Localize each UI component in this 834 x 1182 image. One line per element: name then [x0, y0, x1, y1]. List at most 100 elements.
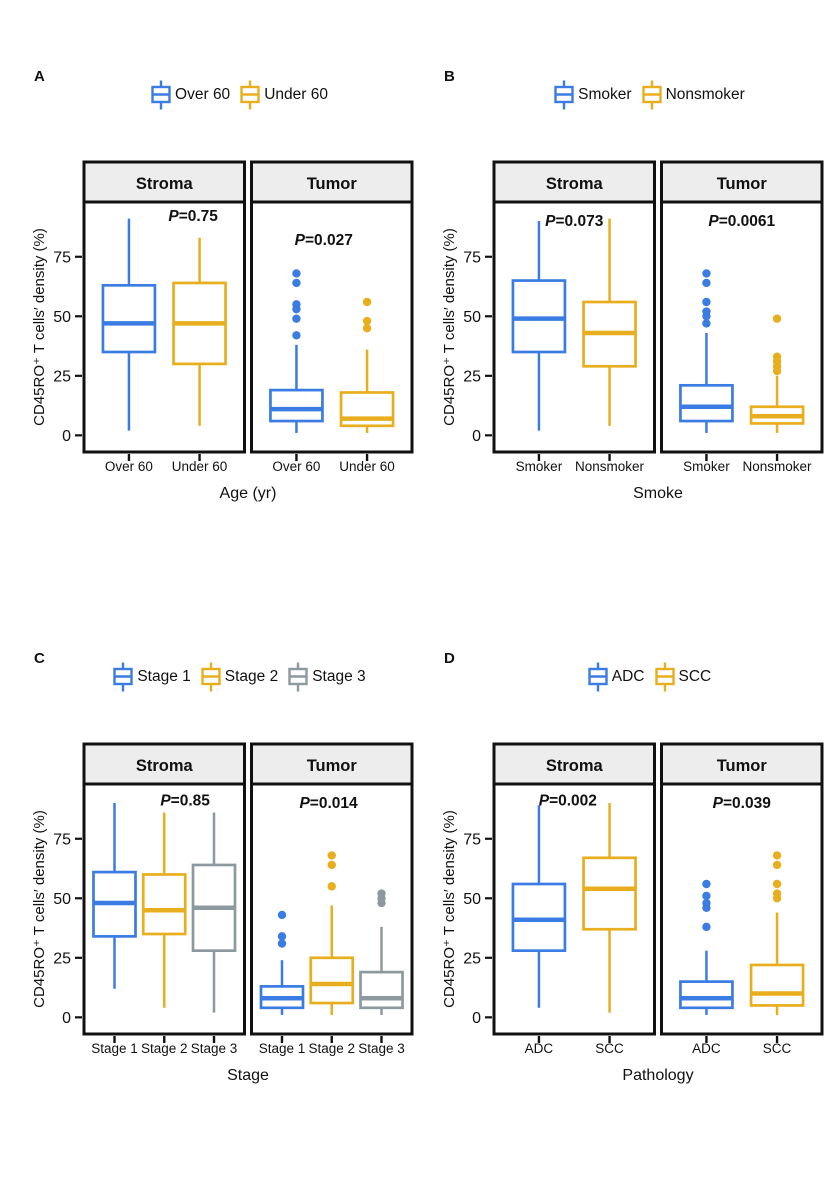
boxplot-smoker — [511, 221, 567, 431]
boxplot-nonsmoker — [582, 218, 637, 426]
legend: ADC SCC — [484, 662, 814, 692]
boxplot-chart: CD45RO⁺ T cells′ density (%) 0 25 50 75 Strom… — [441, 160, 824, 502]
boxplot-under-60 — [172, 237, 227, 426]
x-axis-title: Age (yr) — [220, 485, 277, 502]
legend-label: Smoker — [578, 86, 632, 103]
x-tick-label: Stage 3 — [358, 1041, 405, 1056]
legend-item: Over 60 — [150, 80, 230, 110]
outlier-point — [772, 352, 782, 361]
legend-item: Nonsmoker — [641, 80, 745, 110]
x-tick-label: Under 60 — [172, 459, 228, 474]
facet-strip — [492, 742, 656, 786]
boxplot-chart: CD45RO⁺ T cells′ density (%) 0 25 50 75 Strom… — [31, 742, 414, 1084]
panel-letter: A — [34, 68, 45, 85]
outlier-point — [362, 323, 372, 333]
x-tick-label: Over 60 — [105, 459, 153, 474]
x-tick-label: Stage 1 — [91, 1041, 138, 1056]
facet-strip — [82, 160, 246, 204]
boxplot-key-icon — [113, 662, 134, 692]
y-tick-label: 50 — [463, 891, 481, 908]
y-tick-label: 0 — [472, 428, 481, 445]
legend-item: Smoker — [553, 80, 632, 110]
boxplot-key-icon — [641, 80, 662, 110]
legend-label: Nonsmoker — [665, 86, 745, 103]
outlier-point — [327, 882, 336, 891]
boxplot-smoker — [679, 269, 734, 433]
x-tick-label: Smoker — [683, 459, 730, 474]
outlier-point — [702, 307, 711, 316]
boxplot-over-60 — [101, 218, 157, 431]
x-tick-label: Smoker — [516, 459, 563, 474]
y-tick-label: 50 — [463, 309, 481, 326]
figure-panel-b: B Smoker Nonsmoker CD45RO⁺ T cells′ density… — [440, 66, 834, 526]
facet-title: Stroma — [546, 175, 604, 193]
boxplot-key-icon — [288, 662, 308, 692]
boxplot-key-icon — [240, 80, 260, 110]
outlier-point — [377, 889, 386, 898]
legend-item: SCC — [654, 662, 712, 692]
outlier-point — [292, 269, 301, 278]
outlier-point — [702, 922, 711, 932]
x-tick-label: Stage 3 — [191, 1041, 238, 1056]
facet-strip — [250, 742, 414, 786]
outlier-point — [292, 300, 301, 309]
legend-label: SCC — [678, 668, 712, 685]
y-axis-label: CD45RO⁺ T cells′ density (%) — [441, 228, 458, 426]
p-value-label: P=0.85 — [160, 792, 210, 809]
y-tick-label: 0 — [62, 1010, 71, 1027]
y-tick-label: 75 — [53, 831, 71, 848]
outlier-point — [702, 319, 711, 328]
boxplot-key-icon — [554, 80, 574, 110]
y-axis-label: CD45RO⁺ T cells′ density (%) — [31, 810, 48, 1008]
boxplot-under-60 — [339, 297, 395, 433]
boxplot-chart: CD45RO⁺ T cells′ density (%) 0 25 50 75 Strom… — [441, 742, 824, 1084]
facet-strip — [660, 160, 824, 204]
legend-item: Stage 2 — [200, 662, 278, 692]
outlier-point — [362, 316, 372, 326]
legend-label: Stage 1 — [137, 668, 191, 685]
outlier-point — [277, 932, 287, 941]
boxplot-stage-2 — [309, 851, 355, 1015]
panel-letter: D — [444, 650, 455, 667]
outlier-point — [702, 297, 711, 307]
outlier-point — [772, 860, 782, 870]
figure-panel-a: A Over 60 Under 60 CD45RO⁺ T cells′ density… — [30, 66, 428, 526]
facet-strip — [660, 742, 824, 786]
outlier-point — [292, 278, 301, 288]
facet-title: Stroma — [136, 175, 194, 193]
boxplot-stage-3 — [359, 889, 404, 1015]
outlier-point — [772, 314, 782, 323]
outlier-point — [702, 891, 711, 901]
figure-panel-c: C Stage 1 Stage 2 Stage 3 CD45RO⁺ T cells′ d… — [30, 648, 428, 1108]
x-axis-title: Stage — [227, 1067, 269, 1084]
facet-strip — [82, 742, 246, 786]
y-tick-label: 50 — [53, 309, 71, 326]
y-tick-label: 75 — [53, 249, 71, 266]
p-value-label: P=0.014 — [299, 795, 358, 812]
boxplot-adc — [679, 879, 734, 1015]
outlier-point — [277, 910, 287, 920]
boxplot-stage-2 — [141, 812, 187, 1008]
x-tick-label: Nonsmoker — [743, 459, 813, 474]
boxplot-over-60 — [269, 269, 324, 433]
outlier-point — [327, 851, 336, 860]
x-tick-label: Over 60 — [272, 459, 320, 474]
facet-strip — [492, 160, 656, 204]
y-tick-label: 0 — [472, 1010, 481, 1027]
boxplot-scc — [582, 803, 637, 1013]
x-tick-label: SCC — [595, 1041, 624, 1056]
legend-label: ADC — [611, 668, 645, 685]
boxplot-key-icon — [654, 662, 675, 692]
legend: Stage 1 Stage 2 Stage 3 — [74, 662, 404, 692]
outlier-point — [702, 879, 711, 889]
x-tick-label: SCC — [763, 1041, 792, 1056]
outlier-point — [772, 889, 782, 898]
outlier-point — [702, 278, 711, 288]
boxplot-nonsmoker — [749, 314, 805, 433]
y-tick-label: 75 — [463, 831, 481, 848]
y-tick-label: 50 — [53, 891, 71, 908]
boxplot-key-icon — [588, 662, 608, 692]
outlier-point — [702, 269, 711, 278]
facet-title: Tumor — [307, 175, 358, 193]
y-tick-label: 25 — [463, 950, 481, 967]
